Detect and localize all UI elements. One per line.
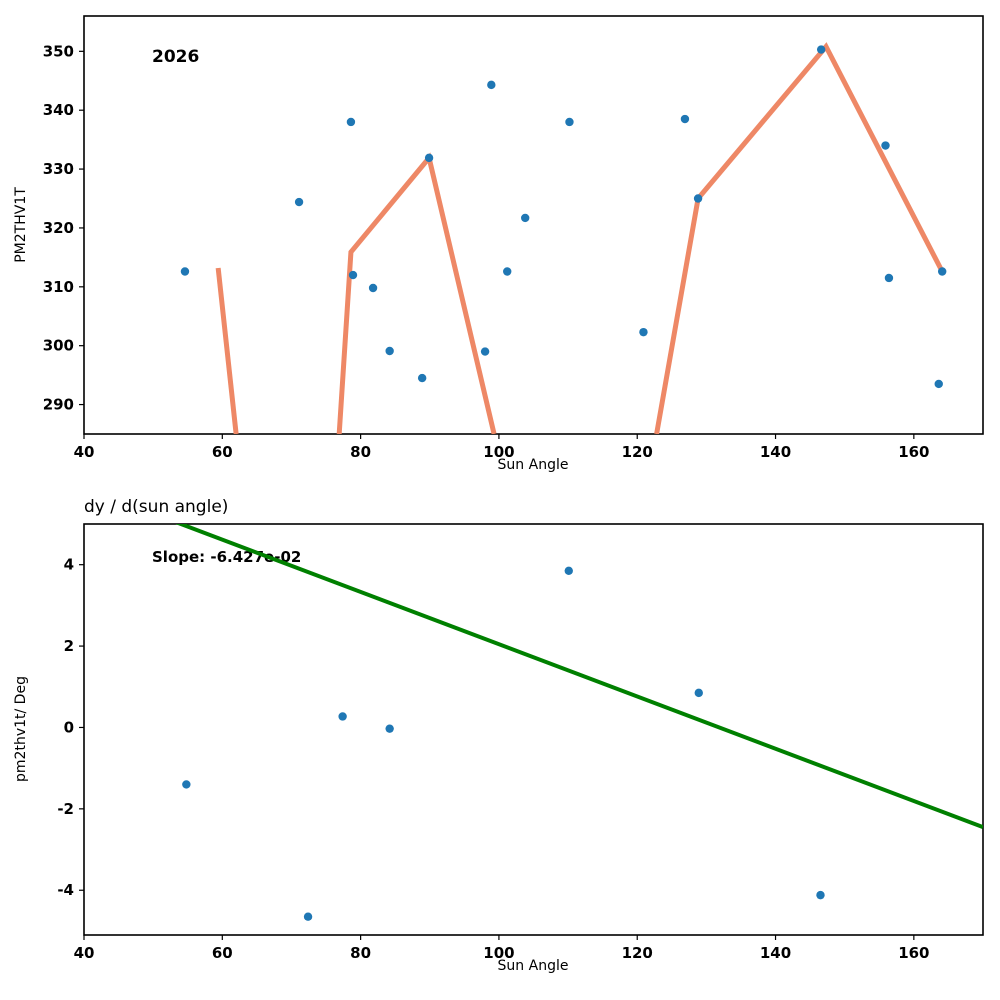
- trace-line-segment: [654, 42, 945, 434]
- scatter-point: [368, 283, 378, 293]
- x-tick-label: 160: [898, 443, 929, 461]
- top-panel-line-series: [215, 42, 945, 434]
- bottom-panel-plot-area: [175, 524, 983, 921]
- scatter-point: [564, 566, 573, 575]
- scatter-point: [348, 270, 358, 280]
- scatter-point: [565, 117, 574, 127]
- scatter-point: [487, 80, 496, 90]
- bottom-panel: -4 -2 0 2 4 40 60 80 100 120 140 160 dy / d(sun an…: [13, 497, 984, 974]
- x-tick-label: 120: [622, 944, 653, 962]
- scatter-point: [338, 712, 347, 721]
- scatter-point: [385, 724, 394, 733]
- trace-line-segment: [215, 267, 239, 434]
- scatter-point: [303, 912, 313, 921]
- scatter-point: [693, 194, 703, 203]
- top-panel-xlabel: Sun Angle: [498, 457, 569, 473]
- regression-line: [175, 524, 983, 830]
- bottom-panel-x-ticks: 40 60 80 100 120 140 160: [74, 935, 930, 962]
- x-tick-label: 140: [760, 443, 791, 461]
- x-tick-label: 120: [622, 443, 653, 461]
- y-tick-label: 0: [64, 718, 74, 736]
- x-tick-label: 60: [212, 443, 233, 461]
- bottom-panel-ylabel: pm2thv1t/ Deg: [13, 676, 29, 782]
- top-panel-x-ticks: 40 60 80 100 120 140 160: [74, 434, 930, 461]
- x-tick-label: 40: [74, 944, 95, 962]
- scatter-point: [182, 780, 191, 789]
- x-tick-label: 160: [898, 944, 929, 962]
- top-panel-scatter-series: [180, 45, 947, 389]
- y-tick-label: 290: [43, 396, 74, 414]
- trace-line-segment: [336, 152, 497, 434]
- x-tick-label: 60: [212, 944, 233, 962]
- slope-annotation: Slope: -6.427e-02: [152, 548, 301, 566]
- scatter-point: [816, 890, 825, 900]
- top-panel-axes-frame: [83, 15, 984, 435]
- x-tick-label: 100: [483, 443, 514, 461]
- scatter-point: [180, 267, 190, 276]
- y-tick-label: 350: [43, 42, 74, 60]
- bottom-panel-scatter-series: [182, 566, 825, 921]
- bottom-panel-fit-line: [175, 524, 983, 830]
- scatter-point: [934, 379, 943, 389]
- scatter-point: [385, 346, 394, 356]
- scatter-point: [417, 373, 427, 383]
- top-panel-plot-area: [180, 42, 947, 434]
- x-tick-label: 100: [483, 944, 514, 962]
- bottom-panel-y-ticks: -4 -2 0 2 4: [57, 556, 84, 899]
- bottom-panel-axes-frame: [83, 523, 984, 936]
- scatter-point: [639, 327, 648, 337]
- x-tick-label: 80: [350, 443, 371, 461]
- y-tick-label: 4: [64, 556, 74, 574]
- y-tick-label: 340: [43, 101, 74, 119]
- x-tick-label: 80: [350, 944, 371, 962]
- y-tick-label: 310: [43, 278, 74, 296]
- scatter-point: [816, 45, 826, 54]
- top-panel: 290 300 310 320 330 340 350 40 60 80 100 120 140 160…: [13, 15, 984, 473]
- scatter-point: [480, 347, 490, 356]
- top-panel-ylabel: PM2THV1T: [13, 187, 29, 263]
- y-tick-label: 2: [64, 637, 74, 655]
- y-tick-label: 330: [43, 160, 74, 178]
- scatter-point: [346, 117, 356, 127]
- bottom-panel-xlabel: Sun Angle: [498, 958, 569, 974]
- y-tick-label: 300: [43, 337, 74, 355]
- scatter-point: [881, 141, 890, 150]
- scatter-point: [503, 267, 512, 276]
- scatter-point: [937, 267, 947, 276]
- x-tick-label: 40: [74, 443, 95, 461]
- scatter-point: [424, 153, 434, 163]
- scatter-point: [294, 197, 304, 207]
- scatter-point: [680, 114, 690, 124]
- y-tick-label: -2: [57, 800, 74, 818]
- scatter-point: [521, 213, 530, 223]
- x-tick-label: 140: [760, 944, 791, 962]
- y-tick-label: 320: [43, 219, 74, 237]
- y-tick-label: -4: [57, 881, 74, 899]
- scatter-point: [694, 688, 703, 698]
- bottom-panel-title: dy / d(sun angle): [84, 497, 228, 517]
- top-panel-title: 2026: [152, 47, 199, 67]
- top-panel-y-ticks: 290 300 310 320 330 340 350: [43, 42, 84, 414]
- scatter-point: [884, 273, 894, 283]
